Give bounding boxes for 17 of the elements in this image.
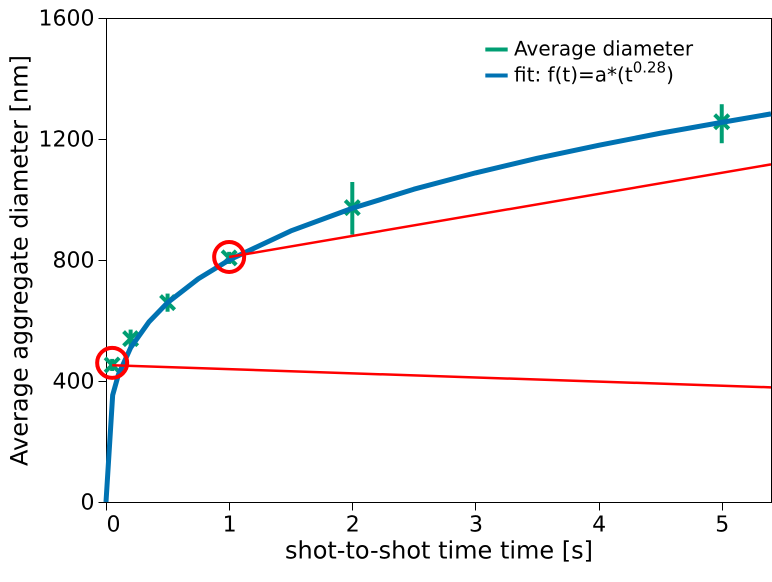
y-tick-label: 800 xyxy=(52,248,94,274)
y-tick-label: 1600 xyxy=(38,6,94,32)
legend-label: fit: f(t)=a*(t$^{0.28}$) xyxy=(514,58,674,86)
y-axis-title: Average aggregate diameter [nm] xyxy=(6,55,34,466)
x-tick-label: 1 xyxy=(222,512,237,538)
x-tick-label: 0 xyxy=(106,512,120,538)
x-axis-title: shot-to-shot time time [s] xyxy=(284,536,594,564)
x-tick-label: 5 xyxy=(715,512,730,538)
x-tick-label: 4 xyxy=(592,512,606,538)
y-tick-label: 0 xyxy=(80,490,94,516)
x-tick-label: 2 xyxy=(346,512,360,538)
legend-label: Average diameter xyxy=(514,36,694,60)
x-tick-label: 3 xyxy=(468,512,483,538)
point xyxy=(95,346,130,380)
y-tick-label: 400 xyxy=(52,370,94,394)
y-tick-label: 1200 xyxy=(38,128,94,152)
point xyxy=(212,240,246,274)
